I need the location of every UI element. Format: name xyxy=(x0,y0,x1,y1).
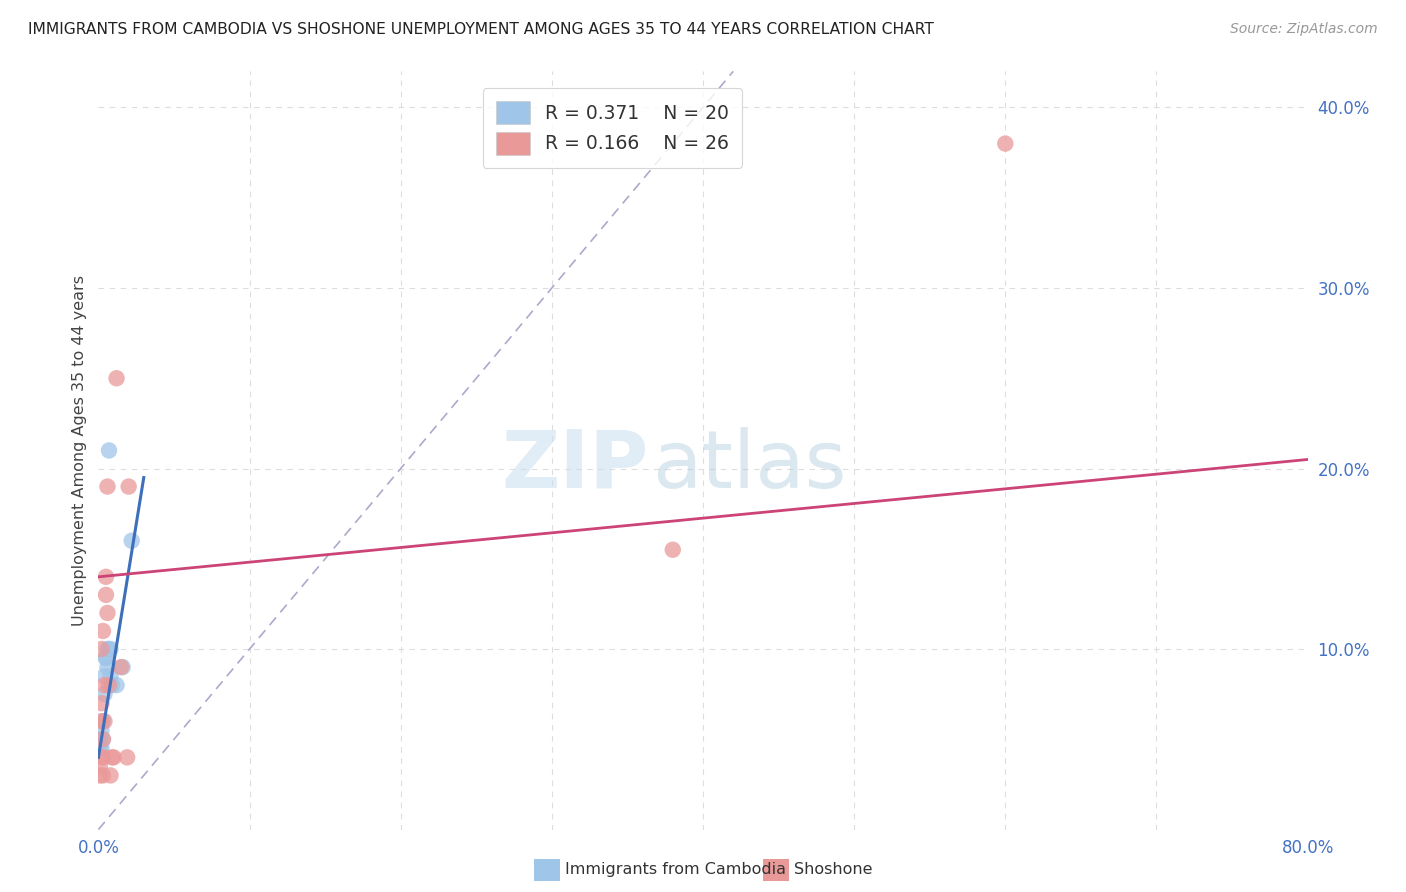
Point xyxy=(103,750,125,764)
Point xyxy=(98,443,121,458)
Point xyxy=(89,768,111,782)
Point xyxy=(96,479,118,493)
Point xyxy=(100,642,122,657)
Point xyxy=(101,750,124,764)
Point xyxy=(96,642,118,657)
Point xyxy=(93,687,115,701)
Point xyxy=(111,660,134,674)
Point xyxy=(90,696,112,710)
Point xyxy=(101,678,124,692)
Point xyxy=(994,136,1017,151)
Point xyxy=(98,642,121,657)
Point xyxy=(90,741,112,756)
Point xyxy=(93,669,115,683)
Point xyxy=(661,542,683,557)
Point xyxy=(93,678,115,692)
Point xyxy=(91,732,114,747)
Point xyxy=(93,714,115,729)
Point xyxy=(105,371,128,385)
Text: IMMIGRANTS FROM CAMBODIA VS SHOSHONE UNEMPLOYMENT AMONG AGES 35 TO 44 YEARS CORR: IMMIGRANTS FROM CAMBODIA VS SHOSHONE UNE… xyxy=(28,22,934,37)
Point xyxy=(90,750,112,764)
Text: Shoshone: Shoshone xyxy=(794,863,873,877)
Point xyxy=(100,768,122,782)
Point xyxy=(110,660,132,674)
Point xyxy=(118,479,141,493)
Point xyxy=(98,678,121,692)
Point xyxy=(94,651,117,665)
Y-axis label: Unemployment Among Ages 35 to 44 years: Unemployment Among Ages 35 to 44 years xyxy=(72,275,87,626)
Text: Immigrants from Cambodia: Immigrants from Cambodia xyxy=(565,863,786,877)
Point xyxy=(96,606,118,620)
Point xyxy=(91,732,114,747)
Point xyxy=(96,660,118,674)
Point xyxy=(121,533,143,548)
Text: ZIP: ZIP xyxy=(502,426,648,505)
Point xyxy=(115,750,138,764)
Point xyxy=(89,759,111,773)
Point xyxy=(89,732,111,747)
Point xyxy=(91,714,114,729)
Point xyxy=(91,750,114,764)
Point xyxy=(90,714,112,729)
Text: atlas: atlas xyxy=(652,426,846,505)
Point xyxy=(105,678,128,692)
Point xyxy=(94,570,117,584)
Point xyxy=(90,642,112,657)
Text: Source: ZipAtlas.com: Source: ZipAtlas.com xyxy=(1230,22,1378,37)
Point xyxy=(94,651,117,665)
Point xyxy=(100,669,122,683)
Point xyxy=(90,723,112,738)
Legend: R = 0.371    N = 20, R = 0.166    N = 26: R = 0.371 N = 20, R = 0.166 N = 26 xyxy=(482,88,741,168)
Point xyxy=(89,741,111,756)
Point xyxy=(94,588,117,602)
Point xyxy=(91,624,114,638)
Point xyxy=(91,768,114,782)
